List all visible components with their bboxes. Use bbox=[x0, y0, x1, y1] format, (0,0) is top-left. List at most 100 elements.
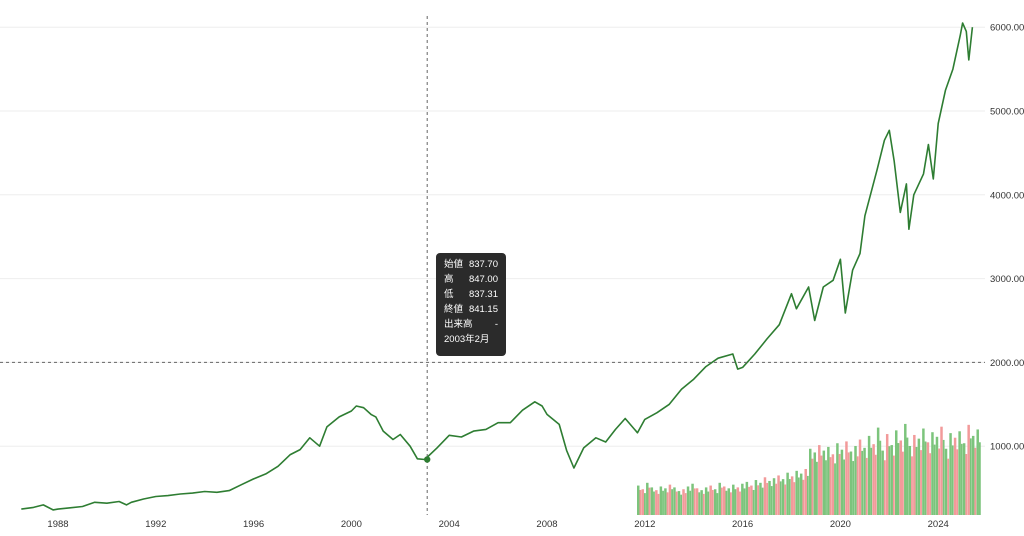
volume-bar bbox=[951, 445, 954, 515]
y-tick-label: 4000.00 bbox=[990, 190, 1024, 201]
volume-bar bbox=[761, 487, 764, 515]
volume-bar bbox=[698, 492, 701, 515]
volume-bar bbox=[879, 440, 882, 515]
volume-bar bbox=[845, 441, 848, 515]
volume-bar bbox=[847, 452, 850, 515]
volume-bar bbox=[942, 439, 945, 515]
volume-bar bbox=[686, 486, 690, 515]
volume-bar bbox=[949, 433, 952, 515]
x-tick-label: 1992 bbox=[145, 519, 166, 530]
volume-bar bbox=[895, 430, 898, 515]
volume-bar bbox=[974, 447, 977, 515]
volume-bar bbox=[668, 484, 672, 515]
volume-bar bbox=[689, 490, 692, 515]
volume-bar bbox=[820, 455, 823, 515]
volume-bar bbox=[863, 447, 866, 515]
volume-bar bbox=[917, 438, 921, 515]
x-tick-label: 2012 bbox=[634, 519, 655, 530]
volume-bar bbox=[956, 449, 959, 515]
volume-bar bbox=[867, 435, 871, 515]
volume-bar bbox=[788, 479, 791, 515]
volume-bar bbox=[659, 486, 663, 515]
tooltip-close-label: 終値 bbox=[444, 304, 464, 315]
volume-bar bbox=[797, 477, 800, 515]
volume-bar bbox=[718, 482, 721, 515]
volume-bar bbox=[827, 446, 830, 515]
volume-bar bbox=[843, 459, 845, 515]
volume-bar bbox=[704, 487, 708, 515]
volume-bar bbox=[641, 489, 645, 515]
volume-bar bbox=[653, 491, 655, 515]
volume-bar bbox=[745, 481, 749, 515]
volume-bar bbox=[852, 461, 855, 515]
volume-bar bbox=[806, 475, 809, 515]
volume-bar bbox=[902, 451, 904, 515]
volume-bar bbox=[978, 442, 981, 515]
volume-bar bbox=[664, 488, 667, 515]
volume-bar bbox=[799, 473, 803, 515]
volume-bar bbox=[958, 431, 961, 515]
volume-bar bbox=[736, 487, 740, 515]
volume-bar bbox=[838, 454, 841, 515]
volume-bar bbox=[856, 456, 859, 515]
volume-bar bbox=[795, 470, 798, 515]
volume-bar bbox=[675, 491, 678, 515]
data-tooltip: 始値 837.70 高 847.00 低 837.31 終値 841.15 出来… bbox=[436, 253, 506, 356]
volume-bar bbox=[906, 437, 909, 515]
volume-bar bbox=[752, 489, 755, 515]
volume-bar bbox=[666, 492, 669, 515]
volume-bar bbox=[775, 483, 778, 515]
volume-bar bbox=[781, 479, 785, 515]
volume-bar bbox=[711, 489, 714, 515]
y-tick-label: 3000.00 bbox=[990, 274, 1024, 285]
volume-bar bbox=[748, 486, 750, 515]
volume-bar bbox=[727, 488, 731, 515]
volume-bar bbox=[922, 428, 925, 515]
volume-bar bbox=[707, 491, 710, 515]
volume-bar bbox=[750, 485, 753, 515]
tooltip-date: 2003年2月 bbox=[444, 334, 490, 345]
volume-bar bbox=[804, 469, 807, 515]
tooltip-high-row: 高 847.00 bbox=[444, 272, 506, 287]
volume-bar bbox=[743, 488, 746, 515]
volume-bar bbox=[811, 458, 814, 515]
volume-bar bbox=[739, 491, 741, 515]
volume-bar bbox=[816, 461, 818, 515]
volume-bar bbox=[915, 446, 918, 515]
tooltip-high-value: 847.00 bbox=[468, 274, 498, 285]
volume-bar bbox=[976, 429, 979, 515]
volume-bar bbox=[872, 444, 875, 515]
volume-bar bbox=[883, 460, 886, 515]
volume-bar bbox=[870, 447, 873, 515]
crosshair bbox=[0, 16, 985, 515]
volume-bar bbox=[813, 452, 817, 515]
volume-bar bbox=[831, 454, 835, 515]
volume-bar bbox=[861, 450, 864, 515]
volume-bar bbox=[929, 453, 931, 515]
tooltip-low-row: 低 837.31 bbox=[444, 287, 506, 302]
volume-bar bbox=[772, 478, 776, 515]
volume-bar bbox=[680, 494, 683, 515]
volume-bar bbox=[885, 434, 889, 515]
volume-bar bbox=[693, 488, 696, 515]
volume-bar bbox=[637, 485, 640, 515]
volume-bar bbox=[944, 448, 948, 515]
tooltip-open-label: 始値 bbox=[444, 259, 464, 270]
volume-bar bbox=[684, 493, 687, 515]
volume-bar bbox=[700, 490, 703, 515]
volume-bar bbox=[865, 457, 868, 515]
volume-bar bbox=[965, 454, 968, 515]
volume-bar bbox=[825, 460, 827, 515]
x-tick-label: 1988 bbox=[47, 519, 68, 530]
volume-bar bbox=[770, 486, 773, 515]
volume-bar bbox=[725, 490, 728, 515]
volume-bar bbox=[644, 493, 646, 515]
volume-bar bbox=[650, 487, 654, 515]
volume-bar bbox=[759, 482, 762, 515]
volume-bar bbox=[648, 487, 651, 515]
volume-bar bbox=[732, 484, 735, 515]
volume-bar bbox=[720, 487, 723, 515]
volume-bar bbox=[802, 479, 805, 515]
